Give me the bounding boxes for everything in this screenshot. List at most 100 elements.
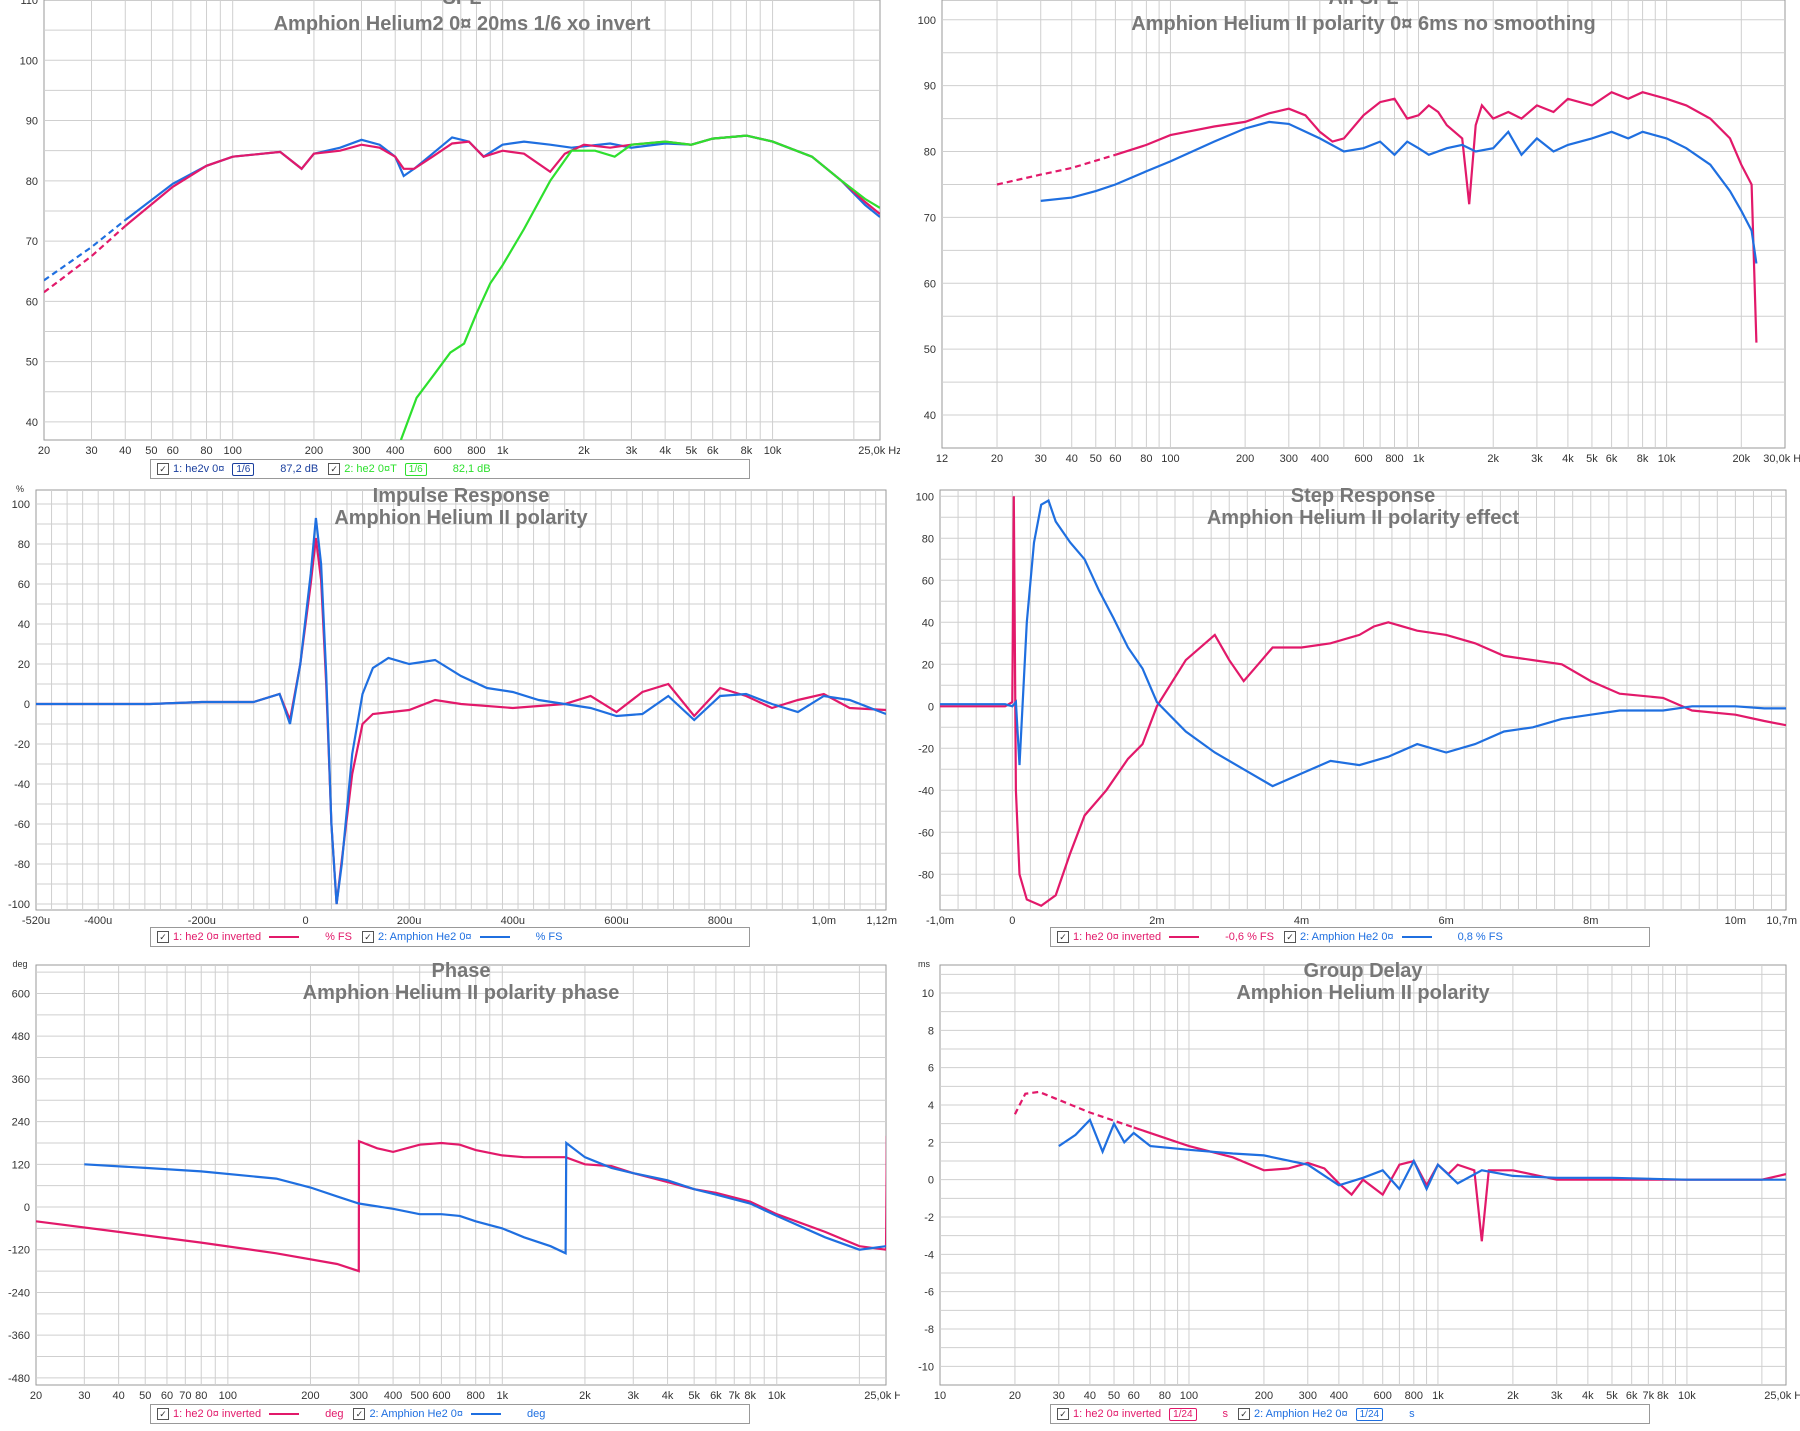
legend-line-swatch [1401, 936, 1432, 938]
chart-subtitle: Amphion Helium II polarity phase [303, 982, 620, 1004]
series-line-blue [940, 498, 1786, 788]
legend-checkbox-icon[interactable]: ✓ [1057, 1408, 1069, 1420]
y-tick-label: -20 [14, 739, 30, 751]
x-tick-label: 7k [1643, 1390, 1655, 1402]
y-tick-label: -80 [14, 859, 30, 871]
legend-entry[interactable]: ✓ 1: he2 0¤ inverted 1/24 s [1057, 1407, 1228, 1421]
legend-entry[interactable]: ✓ 1: he2v 0¤ 1/6 87,2 dB [157, 462, 318, 476]
x-tick-label: 1k [1413, 453, 1425, 465]
y-tick-label: -120 [8, 1245, 30, 1257]
legend-line-swatch [269, 936, 300, 938]
legend-entry[interactable]: ✓ 2: Amphion He2 0¤ 0,8 % FS [1283, 931, 1503, 943]
x-tick-label: 30 [85, 445, 97, 457]
legend-line-swatch [1169, 936, 1200, 938]
x-tick-label: 40 [1084, 1390, 1096, 1402]
x-tick-label: 12 [936, 453, 948, 465]
chart-title: SPL [443, 0, 482, 9]
x-tick-label: 300 [1280, 453, 1298, 465]
legend-checkbox-icon[interactable]: ✓ [1238, 1408, 1251, 1420]
legend-checkbox-icon[interactable]: ✓ [328, 463, 341, 475]
y-tick-label: -100 [8, 899, 30, 911]
x-tick-label: 50 [139, 1390, 151, 1402]
chart-subtitle: Amphion Helium2 0¤ 20ms 1/6 xo invert [274, 13, 651, 35]
legend-entry[interactable]: ✓ 1: he2 0¤ inverted deg [157, 1408, 343, 1420]
x-tick-label: 25,0k Hz [1764, 1390, 1800, 1402]
x-tick-label: 1k [497, 445, 509, 457]
series-line-red [940, 496, 1786, 908]
x-tick-label: 8m [1583, 915, 1598, 927]
legend-value: s [1409, 1408, 1415, 1420]
y-tick-label: 40 [922, 617, 934, 629]
x-tick-label: 3k [1551, 1390, 1563, 1402]
legend-entry[interactable]: ✓ 1: he2 0¤ inverted -0,6 % FS [1057, 931, 1274, 943]
x-tick-label: -400u [84, 915, 112, 927]
series-line-blue [1040, 120, 1758, 264]
x-tick-label: 3k [627, 1390, 639, 1402]
legend-label: 1: he2 0¤ inverted [1073, 1408, 1162, 1420]
x-tick-label: 1,0m [812, 915, 836, 927]
legend-value: % FS [535, 931, 563, 943]
y-tick-label: 90 [924, 81, 936, 93]
x-tick-label: 200 [301, 1390, 319, 1402]
y-tick-label: 100 [916, 491, 934, 503]
spl-chart-panel: 20 30 40 50 60 80 100 200 300 400 600 800 1k 2k 3k 4k 5k… [0, 0, 900, 480]
x-tick-label: 60 [167, 445, 179, 457]
legend-checkbox-icon[interactable]: ✓ [353, 1408, 366, 1420]
legend-smoothing-badge[interactable]: 1/6 [232, 462, 255, 476]
legend-smoothing-badge[interactable]: 1/24 [1169, 1407, 1197, 1421]
legend-smoothing-badge[interactable]: 1/24 [1355, 1407, 1384, 1421]
y-tick-label: 60 [924, 278, 936, 290]
legend-value: -0,6 % FS [1225, 931, 1274, 943]
x-tick-label: 400 [384, 1390, 402, 1402]
x-tick-label: 30 [1035, 453, 1047, 465]
all-spl-chart: 12 20 30 40 50 60 80 100 200 300 400 600 800 1k 2k 3k 4k… [918, 0, 1800, 465]
x-tick-label: 2k [579, 1390, 591, 1402]
legend-checkbox-icon[interactable]: ✓ [157, 1408, 169, 1420]
x-tick-label: 6k [1626, 1390, 1638, 1402]
legend-value: 82,1 dB [452, 463, 491, 475]
step-response-chart: -1,0m 0 2m 4m 6m 8m 10m 10,7m s -80 -60 -40 -20 0 20 4… [916, 485, 1800, 927]
x-tick-label: 100 [219, 1390, 237, 1402]
series-line-green [399, 134, 880, 440]
x-tick-label: 40 [1066, 453, 1078, 465]
legend-entry[interactable]: ✓ 2: he2 0¤T 1/6 82,1 dB [328, 462, 491, 476]
legend-entry[interactable]: ✓ 1: he2 0¤ inverted % FS [157, 931, 352, 943]
x-tick-label: 5k [1606, 1390, 1618, 1402]
legend-label: 2: Amphion He2 0¤ [1299, 931, 1394, 943]
x-tick-label: 7k [728, 1390, 740, 1402]
legend-checkbox-icon[interactable]: ✓ [1283, 931, 1296, 943]
x-tick-label: 50 [1090, 453, 1102, 465]
legend-checkbox-icon[interactable]: ✓ [1057, 931, 1069, 943]
legend-checkbox-icon[interactable]: ✓ [157, 463, 169, 475]
x-tick-label: 10,7m s [1766, 915, 1800, 927]
y-axis-unit: deg [12, 959, 27, 969]
x-tick-label: 200 [1236, 453, 1254, 465]
y-tick-label: 100 [918, 15, 936, 27]
x-tick-label: 30 [1053, 1390, 1065, 1402]
x-tick-label: 3k [1531, 453, 1543, 465]
x-tick-label: 300 [1299, 1390, 1317, 1402]
x-tick-label: 80 [195, 1390, 207, 1402]
impulse-response-chart: -520u -400u -200u 0 200u 400u 600u 800u 1,0m 1,12… [8, 484, 900, 927]
legend-smoothing-badge[interactable]: 1/6 [404, 462, 427, 476]
x-tick-label: 0 [302, 915, 308, 927]
x-tick-label: 4m [1294, 915, 1309, 927]
y-tick-label: 110 [20, 0, 38, 7]
legend-value: deg [325, 1408, 344, 1420]
x-tick-label: 800 [467, 1390, 485, 1402]
legend-entry[interactable]: ✓ 2: Amphion He2 0¤ 1/24 s [1238, 1407, 1415, 1421]
legend-entry[interactable]: ✓ 2: Amphion He2 0¤ deg [353, 1408, 545, 1420]
impulse-chart-panel: -520u -400u -200u 0 200u 400u 600u 800u 1,0m 1,12… [0, 480, 900, 955]
x-tick-label: 30,0k Hz [1763, 453, 1800, 465]
chart-title: Group Delay [1304, 960, 1424, 982]
y-tick-label: 8 [928, 1025, 934, 1037]
legend-checkbox-icon[interactable]: ✓ [361, 931, 374, 943]
legend-entry[interactable]: ✓ 2: Amphion He2 0¤ % FS [361, 931, 563, 943]
x-tick-label: 70 [179, 1390, 191, 1402]
x-tick-label: 10k [768, 1390, 786, 1402]
step-legend: ✓ 1: he2 0¤ inverted -0,6 % FS ✓ 2: Amphion … [1050, 927, 1650, 947]
y-tick-label: 90 [26, 116, 38, 128]
legend-checkbox-icon[interactable]: ✓ [157, 931, 169, 943]
x-tick-label: 20 [30, 1390, 42, 1402]
x-tick-label: 4k [659, 445, 671, 457]
